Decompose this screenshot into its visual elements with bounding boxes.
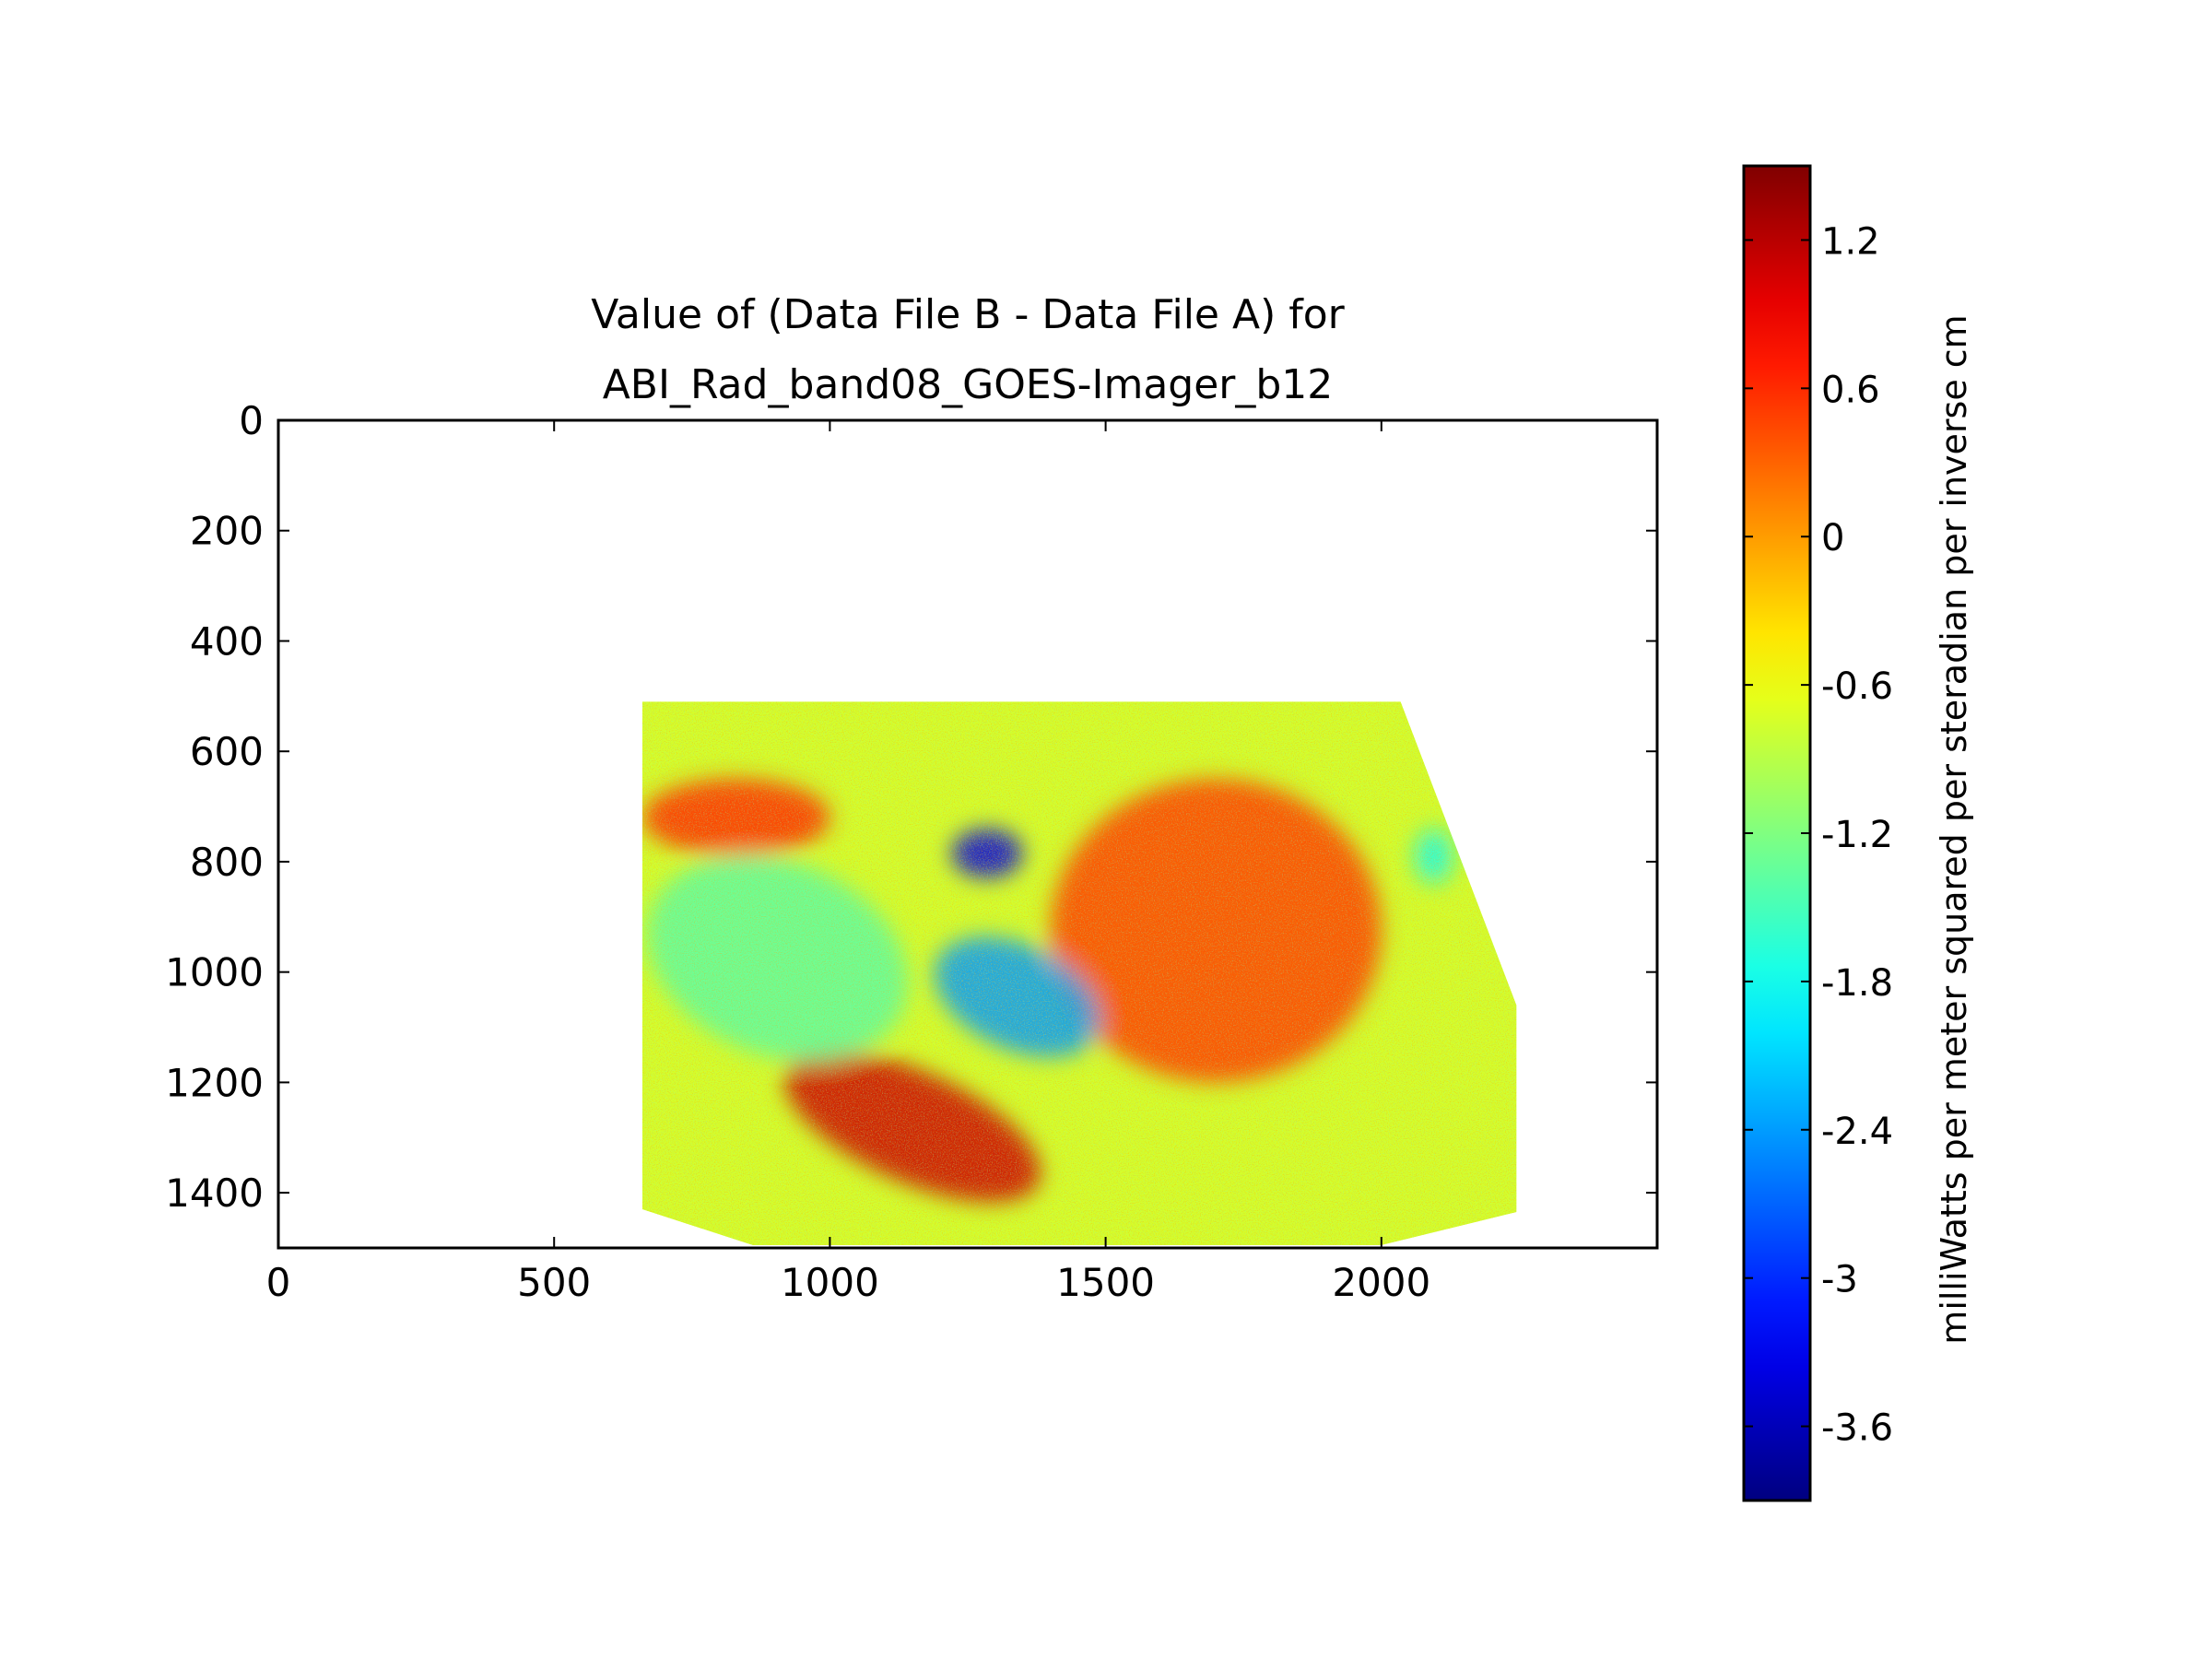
colorbar: 1.2 0.6 0 -0.6 -1.2 -1.8 -2.4 -3 -3.6 [1742, 164, 1893, 1502]
x-tick-label: 2000 [1332, 1260, 1430, 1305]
speckle-cool [641, 701, 1517, 1245]
colorbar-tick-label: -2.4 [1821, 1111, 1893, 1153]
y-tick-label: 600 [190, 729, 264, 774]
data-region [641, 701, 1517, 1245]
y-tick-label: 200 [190, 509, 264, 554]
chart-title-line-1: Value of (Data File B - Data File A) for [591, 291, 1345, 338]
colorbar-bar [1742, 164, 1812, 1502]
y-tick-label: 1200 [165, 1060, 264, 1105]
x-tick-label: 1000 [781, 1260, 879, 1305]
colorbar-tick-label: -1.2 [1821, 814, 1893, 856]
plot-frame [276, 418, 1659, 1250]
y-tick-label: 800 [190, 840, 264, 885]
colorbar-tick-label: -1.8 [1821, 962, 1893, 1005]
x-tick-label: 0 [266, 1260, 291, 1305]
axes: 0 500 1000 1500 2000 0 200 400 600 800 1000 1200 140… [165, 398, 1659, 1305]
x-tick-label: 1500 [1056, 1260, 1155, 1305]
y-tick-label: 1000 [165, 950, 264, 995]
colorbar-tick-label: 1.2 [1821, 220, 1880, 263]
chart-title-line-2: ABI_Rad_band08_GOES-Imager_b12 [603, 361, 1334, 408]
heatmap-image [641, 701, 1517, 1245]
colorbar-tick-label: -0.6 [1821, 665, 1893, 708]
y-tick-label: 0 [239, 398, 264, 443]
colorbar-tick-label: -3.6 [1821, 1407, 1893, 1450]
y-tick-label: 400 [190, 618, 264, 664]
colorbar-tick-label: 0.6 [1821, 369, 1880, 411]
colorbar-label: milliWatts per meter squared per steradi… [1934, 314, 1974, 1344]
colorbar-tick-label: 0 [1821, 517, 1844, 559]
y-tick-label: 1400 [165, 1171, 264, 1216]
colorbar-tick-label: -3 [1821, 1259, 1858, 1301]
x-tick-label: 500 [517, 1260, 591, 1305]
